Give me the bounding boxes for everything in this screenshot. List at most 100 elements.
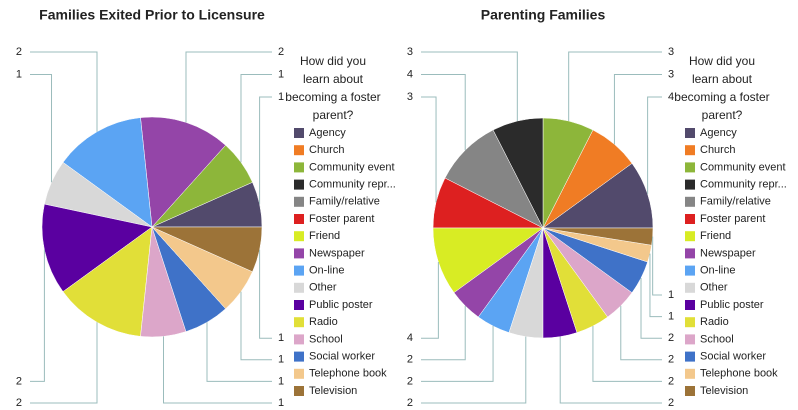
legend-title: How did you: [689, 54, 755, 68]
slice-label: 1: [668, 311, 674, 323]
leader-line: [421, 96, 437, 203]
leader-line: [620, 305, 662, 361]
leader-line: [259, 96, 272, 205]
legend-label: Foster parent: [700, 213, 765, 225]
legend-label: Other: [309, 282, 337, 294]
slice-label: 2: [668, 375, 674, 387]
legend-swatch: [294, 196, 304, 207]
slice-label: 2: [668, 397, 674, 409]
slice-label: 2: [16, 46, 22, 58]
slice-label: 2: [16, 375, 22, 387]
legend-label: School: [309, 333, 343, 345]
slice-label: 3: [407, 46, 413, 58]
legend-label: Family/relative: [700, 196, 771, 208]
legend-swatch: [685, 351, 695, 362]
legend-label: Telephone book: [309, 368, 387, 380]
legend-swatch: [685, 248, 695, 259]
leader-line: [240, 291, 272, 361]
leader-line: [30, 322, 98, 404]
leader-line: [240, 74, 272, 163]
pie-slice: [140, 116, 226, 228]
legend-swatch: [294, 214, 304, 224]
legend-swatch: [685, 282, 695, 293]
leader-line: [640, 277, 662, 339]
legend-title: becoming a foster: [285, 90, 380, 104]
slice-label: 4: [407, 332, 413, 344]
slice-label: 1: [278, 375, 284, 387]
legend-swatch: [685, 265, 695, 276]
slice-label: 1: [668, 289, 674, 301]
legend-title: learn about: [692, 72, 753, 86]
slice-label: 4: [668, 91, 674, 103]
leader-line: [162, 336, 272, 404]
slice-label: 3: [668, 46, 674, 58]
legend-label: Other: [700, 282, 728, 294]
leader-line: [421, 336, 527, 404]
legend-swatch: [685, 214, 695, 224]
legend-swatch: [685, 334, 695, 345]
legend-label: Community repr...: [309, 179, 396, 191]
leader-line: [421, 74, 466, 151]
legend-swatch: [294, 265, 304, 276]
legend-label: On-line: [309, 265, 344, 277]
slice-label: 2: [278, 46, 284, 58]
legend-swatch: [685, 300, 695, 310]
pie-slice: [41, 203, 153, 293]
leader-line: [592, 326, 662, 382]
legend-label: Television: [700, 385, 748, 397]
chart-title: Families Exited Prior to Licensure: [39, 7, 265, 23]
slice-label: 2: [407, 375, 413, 387]
pie-slice: [62, 117, 153, 228]
legend-swatch: [294, 231, 304, 242]
legend-swatch: [685, 368, 695, 379]
legend-label: Radio: [700, 316, 729, 328]
legend-title: parent?: [313, 108, 354, 122]
legend-label: Agency: [700, 127, 737, 139]
legend-title: becoming a foster: [674, 90, 769, 104]
legend-label: Community event: [700, 161, 786, 173]
legend-swatch: [685, 386, 695, 396]
legend-label: Agency: [309, 127, 346, 139]
legend-swatch: [685, 128, 695, 138]
legend-label: Radio: [309, 316, 338, 328]
legend-label: Newspaper: [700, 247, 756, 259]
legend-swatch: [685, 179, 695, 190]
legend-label: Church: [309, 144, 344, 156]
leader-line: [421, 51, 518, 122]
legend-swatch: [294, 162, 304, 173]
legend-swatch: [294, 386, 304, 396]
leader-line: [421, 261, 439, 339]
legend-label: Telephone book: [700, 368, 778, 380]
leader-line: [613, 74, 662, 145]
slice-label: 2: [407, 354, 413, 366]
pie-slice: [151, 226, 263, 273]
slice-label: 2: [668, 354, 674, 366]
pie-slice: [62, 226, 153, 337]
leader-line: [559, 336, 662, 404]
leader-line: [185, 51, 272, 123]
legend-swatch: [294, 351, 304, 362]
legend-swatch: [685, 317, 695, 328]
legend-swatch: [294, 282, 304, 293]
legend-label: Church: [700, 144, 735, 156]
legend-label: Friend: [700, 230, 731, 242]
leader-line: [206, 322, 272, 382]
legend-label: Community repr...: [700, 179, 787, 191]
slice-label: 1: [278, 354, 284, 366]
slice-label: 1: [278, 332, 284, 344]
slice-label: 4: [407, 68, 413, 80]
legend-swatch: [294, 368, 304, 379]
legend-label: Family/relative: [309, 196, 380, 208]
legend-swatch: [685, 196, 695, 207]
legend-swatch: [685, 145, 695, 156]
legend-label: Social worker: [309, 351, 375, 363]
leader-line: [421, 305, 466, 361]
legend-title: learn about: [303, 72, 364, 86]
legend-label: Public poster: [309, 299, 373, 311]
slice-label: 1: [278, 68, 284, 80]
legend-title: How did you: [300, 54, 366, 68]
legend-swatch: [294, 248, 304, 259]
leader-line: [421, 326, 494, 382]
slice-label: 2: [407, 397, 413, 409]
